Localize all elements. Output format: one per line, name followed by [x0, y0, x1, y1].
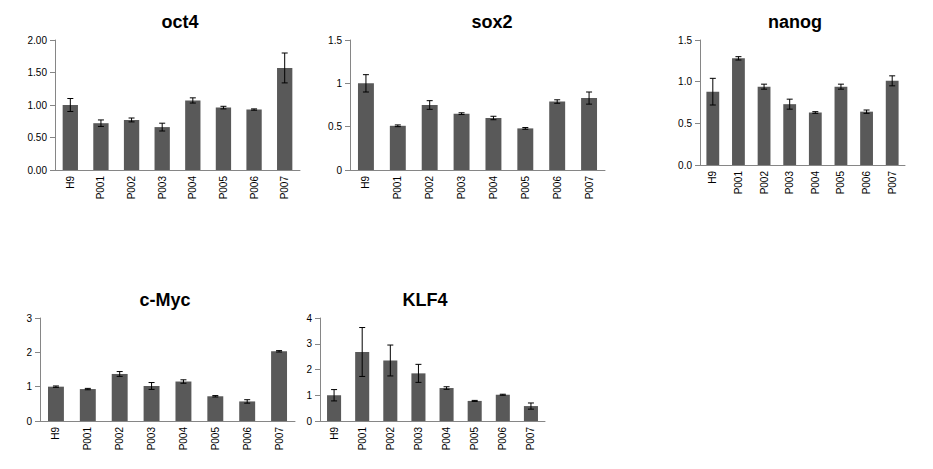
svg-text:1.5: 1.5: [328, 35, 342, 46]
svg-text:P001: P001: [733, 171, 744, 195]
svg-text:P002: P002: [424, 176, 435, 200]
svg-text:P001: P001: [392, 176, 403, 200]
svg-text:P006: P006: [497, 427, 508, 451]
svg-text:P002: P002: [114, 427, 125, 451]
svg-text:1: 1: [306, 390, 312, 401]
svg-text:P002: P002: [126, 176, 137, 200]
svg-text:H9: H9: [65, 176, 76, 189]
svg-text:0: 0: [336, 165, 342, 176]
svg-text:1: 1: [26, 381, 32, 392]
svg-text:1.5: 1.5: [678, 35, 692, 46]
svg-text:P001: P001: [82, 427, 93, 451]
svg-text:2: 2: [26, 347, 32, 358]
svg-text:c-Myc: c-Myc: [139, 290, 190, 310]
svg-text:2.00: 2.00: [28, 35, 48, 46]
svg-text:0: 0: [306, 416, 312, 427]
svg-text:P005: P005: [210, 427, 221, 451]
svg-text:P007: P007: [274, 427, 285, 451]
svg-text:P004: P004: [187, 176, 198, 200]
svg-text:P003: P003: [456, 176, 467, 200]
svg-text:0.5: 0.5: [328, 121, 342, 132]
svg-text:P007: P007: [279, 176, 290, 200]
svg-text:1.50: 1.50: [28, 67, 48, 78]
svg-text:1.00: 1.00: [28, 100, 48, 111]
svg-text:P004: P004: [810, 171, 821, 195]
svg-text:P005: P005: [835, 171, 846, 195]
svg-text:P007: P007: [584, 176, 595, 200]
svg-text:3: 3: [306, 338, 312, 349]
svg-text:H9: H9: [329, 427, 340, 440]
svg-text:P005: P005: [218, 176, 229, 200]
svg-text:P002: P002: [385, 427, 396, 451]
svg-text:0.5: 0.5: [678, 118, 692, 129]
svg-text:P002: P002: [759, 171, 770, 195]
svg-text:P007: P007: [887, 171, 898, 195]
svg-text:P003: P003: [784, 171, 795, 195]
svg-text:0.0: 0.0: [678, 160, 692, 171]
svg-text:3: 3: [26, 313, 32, 324]
svg-text:H9: H9: [50, 427, 61, 440]
svg-text:P001: P001: [95, 176, 106, 200]
svg-text:sox2: sox2: [471, 12, 512, 32]
svg-text:2: 2: [306, 364, 312, 375]
svg-text:0.00: 0.00: [28, 165, 48, 176]
svg-text:P003: P003: [413, 427, 424, 451]
svg-text:1.0: 1.0: [678, 76, 692, 87]
svg-text:P004: P004: [488, 176, 499, 200]
svg-text:KLF4: KLF4: [403, 290, 448, 310]
svg-text:H9: H9: [707, 171, 718, 184]
svg-text:P003: P003: [146, 427, 157, 451]
svg-text:H9: H9: [360, 176, 371, 189]
svg-text:nanog: nanog: [768, 12, 822, 32]
svg-text:4: 4: [306, 313, 312, 324]
svg-text:P006: P006: [552, 176, 563, 200]
svg-text:P006: P006: [861, 171, 872, 195]
svg-text:P003: P003: [157, 176, 168, 200]
svg-text:P006: P006: [242, 427, 253, 451]
svg-text:P007: P007: [525, 427, 536, 451]
svg-text:P004: P004: [178, 427, 189, 451]
svg-text:0.50: 0.50: [28, 132, 48, 143]
svg-text:P006: P006: [249, 176, 260, 200]
svg-text:P005: P005: [469, 427, 480, 451]
svg-text:P001: P001: [357, 427, 368, 451]
svg-text:P004: P004: [441, 427, 452, 451]
svg-text:0: 0: [26, 416, 32, 427]
svg-text:P005: P005: [520, 176, 531, 200]
svg-text:1: 1: [336, 78, 342, 89]
svg-text:oct4: oct4: [161, 12, 198, 32]
